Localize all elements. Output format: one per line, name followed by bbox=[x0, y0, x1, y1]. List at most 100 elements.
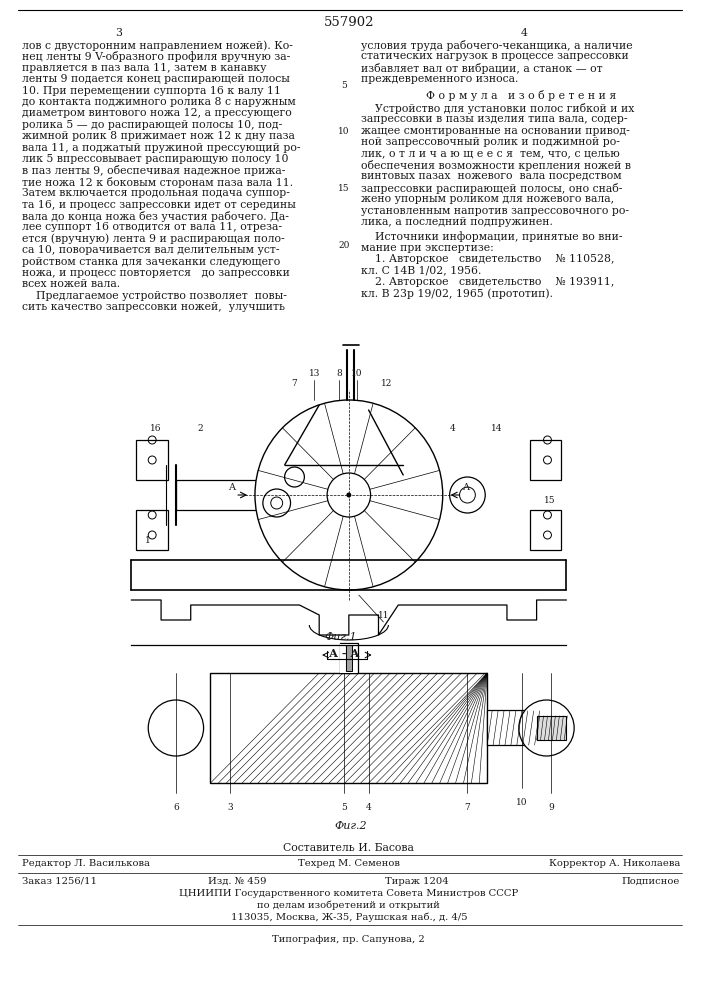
Bar bbox=[340, 643, 358, 673]
Text: по делам изобретений и открытий: по делам изобретений и открытий bbox=[257, 901, 440, 910]
Text: 10: 10 bbox=[338, 127, 350, 136]
Text: 5: 5 bbox=[341, 803, 347, 812]
Text: Заказ 1256/11: Заказ 1256/11 bbox=[22, 877, 97, 886]
Text: жено упорным роликом для ножевого вала,: жено упорным роликом для ножевого вала, bbox=[361, 194, 614, 204]
Text: 4: 4 bbox=[450, 424, 455, 433]
Text: 7: 7 bbox=[291, 379, 298, 388]
Text: 10. При перемещении суппорта 16 к валу 11: 10. При перемещении суппорта 16 к валу 1… bbox=[22, 86, 281, 96]
Text: винтовых пазах  ножевого  вала посредством: винтовых пазах ножевого вала посредством bbox=[361, 171, 621, 181]
Text: 15: 15 bbox=[338, 184, 350, 193]
Text: 11: 11 bbox=[378, 611, 389, 620]
Text: 10: 10 bbox=[516, 798, 527, 807]
Text: Фиг.1: Фиг.1 bbox=[324, 632, 357, 642]
Text: ролика 5 — до распирающей полосы 10, под-: ролика 5 — до распирающей полосы 10, под… bbox=[22, 120, 282, 130]
Bar bbox=[530, 440, 561, 480]
Circle shape bbox=[346, 492, 351, 497]
Text: 113035, Москва, Ж-35, Раушская наб., д. 4/5: 113035, Москва, Ж-35, Раушская наб., д. … bbox=[230, 913, 467, 922]
Text: ленты 9 подается конец распирающей полосы: ленты 9 подается конец распирающей полос… bbox=[22, 74, 290, 84]
Text: вала 11, а поджатый пружиной прессующий ро-: вала 11, а поджатый пружиной прессующий … bbox=[22, 143, 300, 153]
Bar bbox=[136, 440, 168, 480]
Text: Составитель И. Басова: Составитель И. Басова bbox=[284, 843, 414, 853]
Text: жимной ролик 8 прижимает нож 12 к дну паза: жимной ролик 8 прижимает нож 12 к дну па… bbox=[22, 131, 295, 141]
Text: мание при экспертизе:: мание при экспертизе: bbox=[361, 243, 493, 253]
Text: правляется в паз вала 11, затем в канавку: правляется в паз вала 11, затем в канавк… bbox=[22, 63, 267, 73]
Text: всех ножей вала.: всех ножей вала. bbox=[22, 279, 120, 289]
Bar bbox=[537, 716, 566, 740]
Text: Техред М. Семенов: Техред М. Семенов bbox=[298, 859, 399, 868]
Text: кл. С 14В 1/02, 1956.: кл. С 14В 1/02, 1956. bbox=[361, 266, 481, 276]
Text: запрессовки распирающей полосы, оно снаб-: запрессовки распирающей полосы, оно снаб… bbox=[361, 183, 622, 194]
Bar bbox=[211, 673, 487, 783]
Text: лов с двусторонним направлением ножей). Ко-: лов с двусторонним направлением ножей). … bbox=[22, 40, 293, 51]
Text: A: A bbox=[228, 483, 235, 492]
Text: статических нагрузок в процессе запрессовки: статических нагрузок в процессе запрессо… bbox=[361, 51, 629, 61]
Bar bbox=[346, 645, 352, 671]
Text: 6: 6 bbox=[173, 803, 179, 812]
Circle shape bbox=[519, 700, 574, 756]
Text: 9: 9 bbox=[549, 803, 554, 812]
Text: лика, а последний подпружинен.: лика, а последний подпружинен. bbox=[361, 217, 553, 227]
Text: Типография, пр. Сапунова, 2: Типография, пр. Сапунова, 2 bbox=[272, 935, 425, 944]
Text: лик, о т л и ч а ю щ е е с я  тем, что, с целью: лик, о т л и ч а ю щ е е с я тем, что, с… bbox=[361, 149, 619, 159]
Text: 3: 3 bbox=[228, 803, 233, 812]
Text: 14: 14 bbox=[491, 424, 503, 433]
Circle shape bbox=[148, 700, 204, 756]
Text: Редактор Л. Василькова: Редактор Л. Василькова bbox=[22, 859, 150, 868]
Text: диаметром винтового ножа 12, а прессующего: диаметром винтового ножа 12, а прессующе… bbox=[22, 108, 291, 118]
Text: Изд. № 459: Изд. № 459 bbox=[208, 877, 266, 886]
Text: Тираж 1204: Тираж 1204 bbox=[385, 877, 449, 886]
Bar bbox=[136, 510, 168, 550]
Bar bbox=[487, 710, 537, 745]
Text: ной запрессовочный ролик и поджимной ро-: ной запрессовочный ролик и поджимной ро- bbox=[361, 137, 619, 147]
Text: 2: 2 bbox=[198, 424, 204, 433]
Text: 3: 3 bbox=[115, 28, 122, 38]
Text: сить качество запрессовки ножей,  улучшить: сить качество запрессовки ножей, улучшит… bbox=[22, 302, 285, 312]
Text: нец ленты 9 V-образного профиля вручную за-: нец ленты 9 V-образного профиля вручную … bbox=[22, 51, 290, 62]
Text: са 10, поворачивается вал делительным уст-: са 10, поворачивается вал делительным ус… bbox=[22, 245, 279, 255]
Bar bbox=[341, 644, 357, 672]
Text: запрессовки в пазы изделия типа вала, содер-: запрессовки в пазы изделия типа вала, со… bbox=[361, 114, 627, 124]
Text: обеспечения возможности крепления ножей в: обеспечения возможности крепления ножей … bbox=[361, 160, 631, 171]
Text: до контакта поджимного ролика 8 с наружным: до контакта поджимного ролика 8 с наружн… bbox=[22, 97, 296, 107]
Text: 15: 15 bbox=[544, 496, 555, 505]
Text: Устройство для установки полос гибкой и их: Устройство для установки полос гибкой и … bbox=[361, 103, 634, 114]
Text: Подписное: Подписное bbox=[621, 877, 680, 886]
Text: ется (вручную) лента 9 и распирающая поло-: ется (вручную) лента 9 и распирающая пол… bbox=[22, 234, 284, 244]
Text: A: A bbox=[462, 483, 469, 492]
Text: А - А: А - А bbox=[329, 648, 359, 659]
Text: тие ножа 12 к боковым сторонам паза вала 11.: тие ножа 12 к боковым сторонам паза вала… bbox=[22, 177, 293, 188]
Text: Корректор А. Николаева: Корректор А. Николаева bbox=[549, 859, 680, 868]
Text: 20: 20 bbox=[338, 241, 349, 250]
Text: жащее смонтированные на основании привод-: жащее смонтированные на основании привод… bbox=[361, 126, 629, 136]
Text: 1. Авторское   свидетельство    № 110528,: 1. Авторское свидетельство № 110528, bbox=[361, 254, 614, 264]
Text: лее суппорт 16 отводится от вала 11, отреза-: лее суппорт 16 отводится от вала 11, отр… bbox=[22, 222, 282, 232]
Text: 4: 4 bbox=[520, 28, 527, 38]
Text: Источники информации, принятые во вни-: Источники информации, принятые во вни- bbox=[361, 231, 622, 242]
Text: 13: 13 bbox=[308, 369, 320, 378]
Text: Предлагаемое устройство позволяет  повы-: Предлагаемое устройство позволяет повы- bbox=[22, 291, 286, 301]
Text: та 16, и процесс запрессовки идет от середины: та 16, и процесс запрессовки идет от сер… bbox=[22, 200, 296, 210]
Text: Затем включается продольная подача суппор-: Затем включается продольная подача суппо… bbox=[22, 188, 290, 198]
Text: 10: 10 bbox=[351, 369, 363, 378]
Text: ЦНИИПИ Государственного комитета Совета Министров СССР: ЦНИИПИ Государственного комитета Совета … bbox=[179, 889, 518, 898]
Text: 16: 16 bbox=[151, 424, 162, 433]
Text: 7: 7 bbox=[464, 803, 470, 812]
Text: установленным напротив запрессовочного ро-: установленным напротив запрессовочного р… bbox=[361, 206, 629, 216]
Text: 2. Авторское   свидетельство    № 193911,: 2. Авторское свидетельство № 193911, bbox=[361, 277, 614, 287]
Text: условия труда рабочего-чеканщика, а наличие: условия труда рабочего-чеканщика, а нали… bbox=[361, 40, 632, 51]
Bar bbox=[530, 510, 561, 550]
Text: 5: 5 bbox=[341, 81, 347, 90]
Text: лик 5 впрессовывает распирающую полосу 10: лик 5 впрессовывает распирающую полосу 1… bbox=[22, 154, 288, 164]
Text: кл. В 23р 19/02, 1965 (прототип).: кл. В 23р 19/02, 1965 (прототип). bbox=[361, 288, 553, 299]
Text: 557902: 557902 bbox=[324, 16, 374, 29]
Text: Ф о р м у л а   и з о б р е т е н и я: Ф о р м у л а и з о б р е т е н и я bbox=[426, 90, 617, 101]
Text: вала до конца ножа без участия рабочего. Да-: вала до конца ножа без участия рабочего.… bbox=[22, 211, 288, 222]
Text: 4: 4 bbox=[366, 803, 371, 812]
Text: 12: 12 bbox=[380, 379, 392, 388]
Text: избавляет вал от вибрации, а станок — от: избавляет вал от вибрации, а станок — от bbox=[361, 63, 602, 74]
Text: 8: 8 bbox=[336, 369, 342, 378]
Text: в паз ленты 9, обеспечивая надежное прижа-: в паз ленты 9, обеспечивая надежное приж… bbox=[22, 165, 285, 176]
Text: 1: 1 bbox=[146, 536, 151, 545]
Text: Фиг.2: Фиг.2 bbox=[334, 821, 367, 831]
Text: ножа, и процесс повторяется   до запрессовки: ножа, и процесс повторяется до запрессов… bbox=[22, 268, 290, 278]
